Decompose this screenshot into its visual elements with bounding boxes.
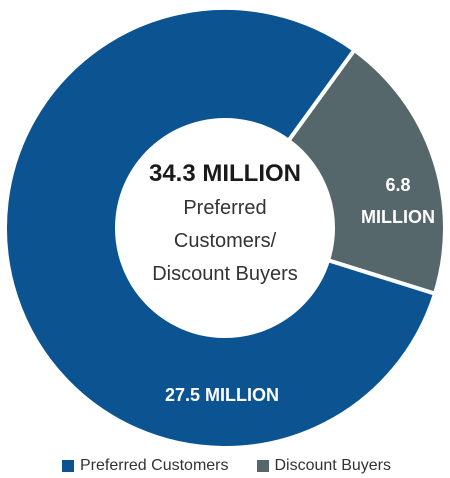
- center-line-3: Discount Buyers: [152, 263, 298, 285]
- donut-chart: 34.3 MILLION Preferred Customers/ Discou…: [3, 6, 447, 450]
- center-line-2: Customers/: [174, 230, 277, 252]
- center-total: 34.3 MILLION: [149, 160, 301, 187]
- slice-label-discount-unit: MILLION: [361, 207, 435, 227]
- legend-item-preferred: Preferred Customers: [62, 457, 229, 475]
- slice-label-discount-value: 6.8: [385, 175, 410, 195]
- donut-slice-discount-buyers: [285, 47, 447, 297]
- center-line-1: Preferred: [183, 197, 266, 219]
- legend-label-preferred: Preferred Customers: [80, 457, 229, 474]
- slice-label-preferred: 27.5 MILLION: [165, 385, 279, 405]
- legend-label-discount: Discount Buyers: [274, 457, 392, 474]
- legend-item-discount: Discount Buyers: [256, 457, 392, 475]
- legend-swatch-discount: [256, 460, 269, 472]
- legend-swatch-preferred: [62, 460, 74, 472]
- legend: Preferred Customers Discount Buyers: [62, 457, 419, 475]
- donut-slice-preferred-customers: [3, 6, 438, 450]
